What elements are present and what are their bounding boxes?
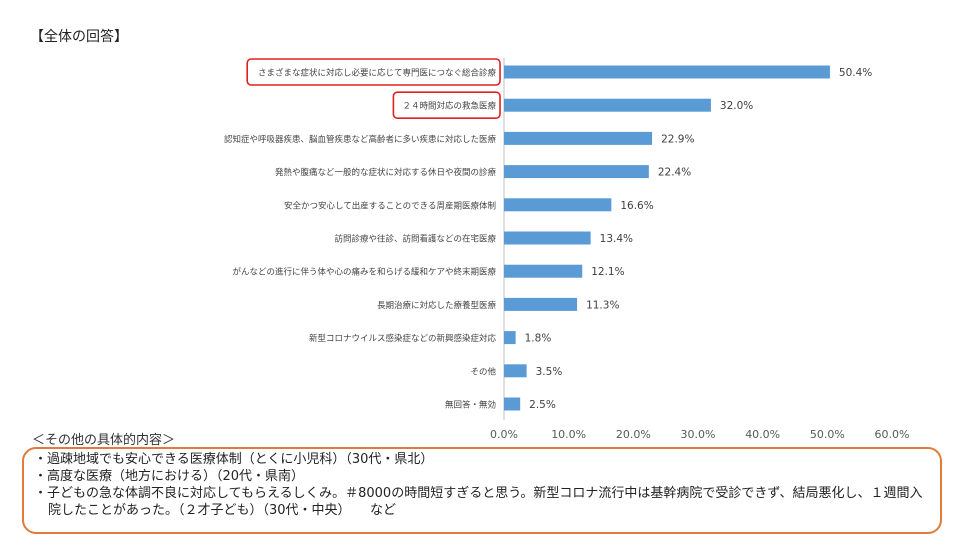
bar (504, 397, 521, 411)
category-label: 無回答・無効 (445, 400, 496, 411)
data-label: 11.3% (586, 299, 619, 311)
category-label: ２４時間対応の救急医療 (402, 101, 496, 112)
category-label: 認知症や呼吸器疾患、脳血管疾患など高齢者に多い疾患に対応した医療 (224, 134, 497, 145)
data-label: 1.8% (525, 333, 552, 345)
data-label: 16.6% (620, 200, 653, 212)
x-tick-label: 10.0% (551, 428, 586, 440)
bar (504, 364, 527, 378)
category-label: 長期治療に対応した療養型医療 (377, 300, 497, 311)
bar (504, 198, 612, 212)
data-label: 32.0% (720, 100, 753, 112)
category-label: がんなどの進行に伴う体や心の痛みを和らげる緩和ケアや終末期医療 (232, 267, 496, 278)
x-tick-label: 50.0% (810, 428, 845, 440)
bar (504, 98, 711, 112)
data-label: 13.4% (600, 233, 633, 245)
other-details-box: 過疎地域でも安心できる医療体制（とくに小児科）（30代・県北） 高度な医療（地方… (22, 447, 942, 534)
other-detail-item: 子どもの急な体調不良に対応してもらえるしくみ。＃8000の時間短すぎると思う。新… (34, 485, 930, 519)
category-label: 訪問診療や往診、訪問看護などの在宅医療 (334, 234, 496, 245)
other-detail-item: 高度な医療（地方における）（20代・県南） (34, 468, 930, 485)
highlight-box (392, 91, 501, 119)
bar (504, 331, 516, 345)
x-tick-label: 0.0% (490, 428, 518, 440)
bar (504, 65, 830, 79)
category-label: さまざまな症状に対応し必要に応じて専門医につなぐ総合診療 (258, 68, 497, 79)
bar (504, 231, 591, 245)
category-label: 安全かつ安心して出産することのできる周産期医療体制 (284, 200, 496, 211)
highlight-box (246, 58, 501, 86)
data-label: 50.4% (839, 67, 872, 79)
bar (504, 165, 649, 179)
x-tick-label: 40.0% (745, 428, 780, 440)
data-label: 2.5% (529, 399, 556, 411)
x-tick-label: 30.0% (681, 428, 716, 440)
x-tick-label: 20.0% (616, 428, 651, 440)
data-label: 12.1% (591, 266, 624, 278)
data-label: 22.4% (658, 167, 691, 179)
bar (504, 264, 583, 278)
category-label: 発熱や腹痛など一般的な症状に対応する休日や夜間の診療 (275, 167, 497, 178)
x-tick-label: 60.0% (875, 428, 910, 440)
data-label: 3.5% (536, 366, 563, 378)
bar (504, 297, 578, 311)
bar-chart: さまざまな症状に対応し必要に応じて専門医につなぐ総合診療 50.4% ２４時間対応の… (224, 58, 910, 440)
bar (504, 131, 653, 145)
other-details-title: ＜その他の具体的内容＞ (32, 433, 176, 448)
chart-heading: 【全体の回答】 (30, 29, 128, 45)
category-label: その他 (470, 366, 496, 377)
data-label: 22.9% (661, 133, 694, 145)
category-label: 新型コロナウイルス感染症などの新興感染症対応 (309, 333, 497, 344)
other-detail-item: 過疎地域でも安心できる医療体制（とくに小児科）（30代・県北） (34, 451, 930, 468)
